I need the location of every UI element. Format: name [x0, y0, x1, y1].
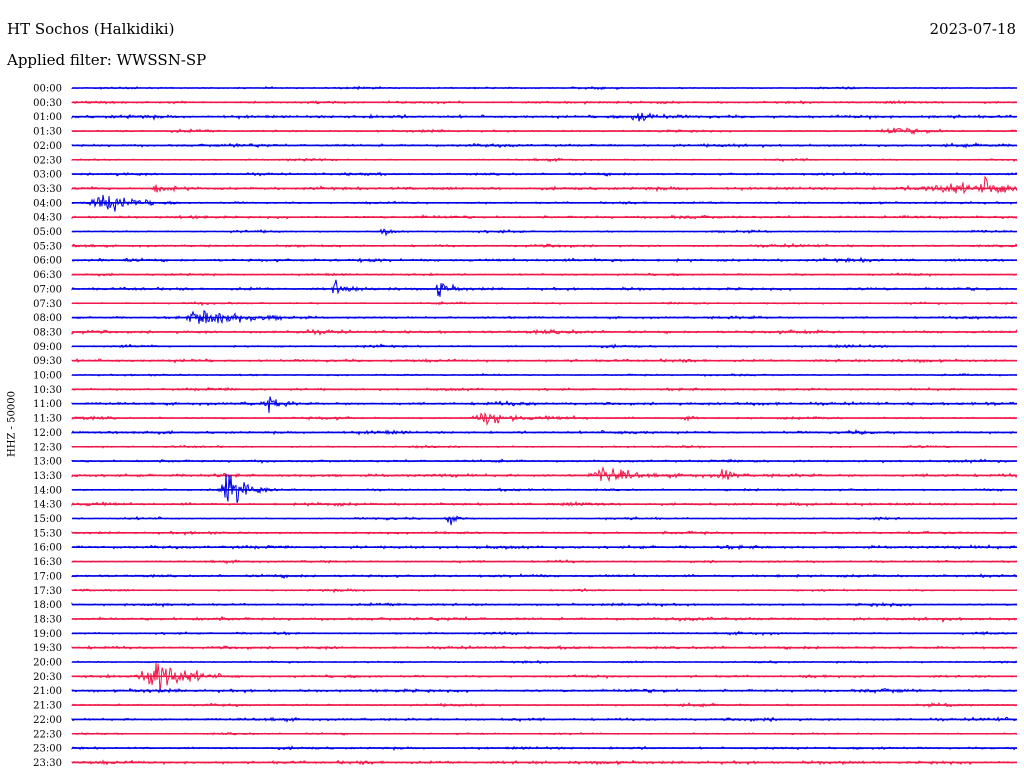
- trace-line: [71, 465, 1018, 483]
- row-label: 03:00: [33, 170, 62, 181]
- row-label: 09:30: [33, 356, 62, 367]
- row-label: 05:00: [33, 227, 62, 238]
- filter-label: Applied filter: WWSSN-SP: [7, 51, 207, 69]
- row-label: 07:30: [33, 299, 62, 310]
- row-label: 22:30: [33, 729, 62, 740]
- row-label: 16:30: [33, 557, 62, 568]
- traces: [71, 85, 1018, 766]
- date-label: 2023-07-18: [929, 20, 1016, 38]
- row-label: 01:00: [33, 112, 62, 123]
- row-label: 09:00: [33, 342, 62, 353]
- trace-line: [71, 411, 1018, 427]
- row-label: 13:30: [33, 471, 62, 482]
- row-label: 12:00: [33, 428, 62, 439]
- row-label: 02:30: [33, 155, 62, 166]
- row-label: 21:00: [33, 686, 62, 697]
- row-label: 08:30: [33, 327, 62, 338]
- row-label: 00:00: [33, 84, 62, 95]
- trace-line: [71, 473, 1018, 503]
- row-label: 16:00: [33, 543, 62, 554]
- row-label: 20:00: [33, 658, 62, 669]
- row-label: 12:30: [33, 442, 62, 453]
- row-label: 17:30: [33, 586, 62, 597]
- row-label: 10:30: [33, 385, 62, 396]
- row-label: 20:30: [33, 672, 62, 683]
- row-label: 23:30: [33, 758, 62, 769]
- row-label: 18:00: [33, 600, 62, 611]
- row-label: 13:00: [33, 457, 62, 468]
- row-label: 18:30: [33, 614, 62, 625]
- row-label: 14:30: [33, 500, 62, 511]
- trace-line: [72, 515, 1018, 526]
- row-label: 04:30: [33, 213, 62, 224]
- row-label: 05:30: [33, 241, 62, 252]
- row-label: 06:00: [33, 256, 62, 267]
- row-label: 11:30: [33, 414, 62, 425]
- row-label: 14:00: [33, 485, 62, 496]
- row-label: 10:00: [33, 371, 62, 382]
- row-label: 11:00: [33, 399, 62, 410]
- row-label: 04:00: [33, 198, 62, 209]
- row-labels: 00:00 00:30 01:00 01:30 02:00 02:30 03:00 03:30…: [33, 84, 62, 769]
- row-label: 01:30: [33, 127, 62, 138]
- row-label: 17:00: [33, 571, 62, 582]
- row-label: 03:30: [33, 184, 62, 195]
- station-title: HT Sochos (Halkidiki): [7, 20, 175, 38]
- row-label: 22:00: [33, 715, 62, 726]
- row-label: 07:00: [33, 284, 62, 295]
- row-label: 08:00: [33, 313, 62, 324]
- row-label: 19:00: [33, 629, 62, 640]
- row-label: 15:00: [33, 514, 62, 525]
- trace-line: [71, 396, 1018, 413]
- row-label: 00:30: [33, 98, 62, 109]
- row-label: 02:00: [33, 141, 62, 152]
- trace-line: [71, 175, 1018, 195]
- row-label: 06:30: [33, 270, 62, 281]
- row-label: 15:30: [33, 528, 62, 539]
- row-label: 19:30: [33, 643, 62, 654]
- row-label: 21:30: [33, 701, 62, 712]
- row-label: 23:00: [33, 744, 62, 755]
